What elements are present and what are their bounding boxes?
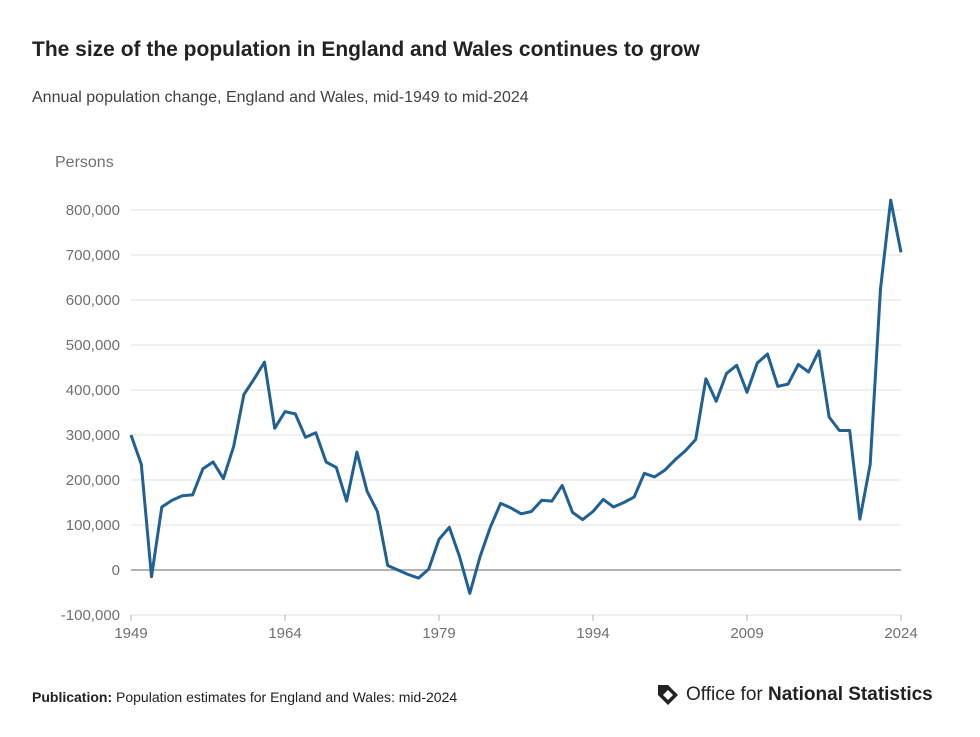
ons-logo: Office for National Statistics bbox=[656, 683, 933, 707]
logo-text-bold: National Statistics bbox=[768, 684, 933, 705]
publication-link[interactable]: Population estimates for England and Wal… bbox=[116, 689, 458, 705]
y-tick-label: 700,000 bbox=[66, 247, 120, 264]
y-axis-label: Persons bbox=[55, 154, 114, 171]
y-tick-label: 100,000 bbox=[66, 517, 120, 534]
y-tick-label: 500,000 bbox=[66, 337, 120, 354]
logo-text-prefix: Office for bbox=[686, 684, 763, 705]
y-tick-label: 0 bbox=[112, 562, 120, 579]
x-tick-label: 1949 bbox=[114, 625, 147, 642]
x-tick-label: 1964 bbox=[268, 625, 301, 642]
y-tick-label: 800,000 bbox=[66, 202, 120, 219]
ons-logo-icon bbox=[658, 685, 678, 705]
publication-label: Publication: bbox=[32, 689, 113, 705]
chart-subtitle: Annual population change, England and Wa… bbox=[32, 89, 529, 106]
x-tick-label: 2024 bbox=[884, 625, 917, 642]
series-line bbox=[129, 198, 903, 595]
y-tick-label: 400,000 bbox=[66, 382, 120, 399]
x-tick-label: 1994 bbox=[576, 625, 609, 642]
y-tick-label: 600,000 bbox=[66, 292, 120, 309]
x-tick-label: 1979 bbox=[422, 625, 455, 642]
y-tick-label: -100,000 bbox=[61, 607, 120, 624]
y-tick-label: 300,000 bbox=[66, 427, 120, 444]
x-tick-label: 2009 bbox=[730, 625, 763, 642]
chart-title: The size of the population in England an… bbox=[32, 38, 700, 61]
publication-note: Publication: Population estimates for En… bbox=[32, 689, 457, 705]
y-tick-label: 200,000 bbox=[66, 472, 120, 489]
